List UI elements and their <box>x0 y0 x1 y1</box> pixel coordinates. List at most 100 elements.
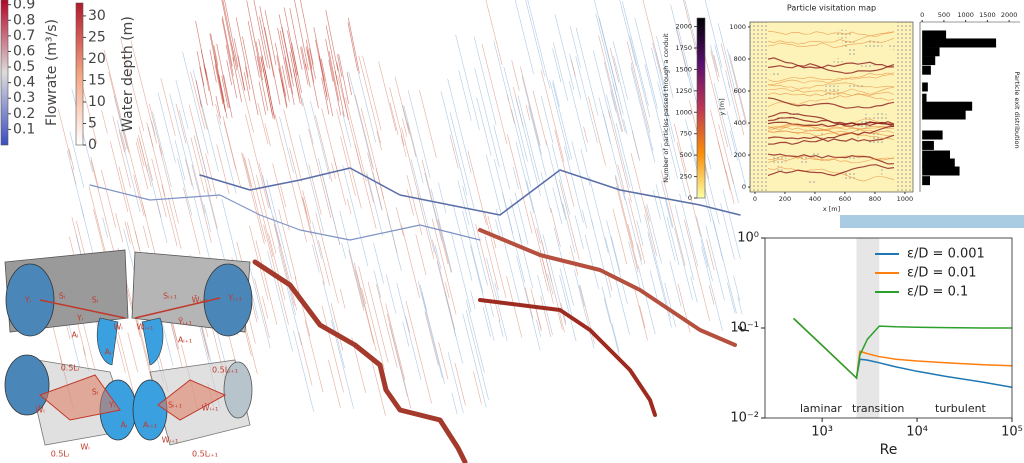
network-stem <box>553 42 569 102</box>
network-stem <box>728 82 739 121</box>
x-tick-label: 10⁴ <box>906 425 928 440</box>
map-streak <box>767 125 895 145</box>
network-stem <box>511 109 532 189</box>
bar <box>922 56 936 66</box>
colorbar: 0.10.20.30.40.50.60.70.80.9 Flowrate (m³/… <box>0 0 60 146</box>
network-stem <box>683 0 701 67</box>
network-stem <box>660 170 686 266</box>
diagram-label: 0.5Lᵢ₊₁ <box>212 366 238 375</box>
network-stem <box>258 81 267 115</box>
diagram-label: Sᵢ₊₁ <box>163 292 177 301</box>
diagram-label: W̄ᵢ₊₁ <box>192 294 209 304</box>
network-stem <box>405 316 410 333</box>
network-stem <box>431 218 457 315</box>
network-stem <box>674 227 693 301</box>
map-island <box>801 126 819 130</box>
network-stem <box>328 51 340 102</box>
network-stem <box>733 275 741 302</box>
map-streak <box>767 153 895 165</box>
network-stem <box>628 241 642 293</box>
network-path <box>89 184 481 241</box>
network-stem <box>160 316 174 366</box>
network-stem <box>610 90 617 112</box>
x-tick-label: 0 <box>920 11 924 19</box>
map-streak <box>767 124 895 137</box>
network-stem <box>457 180 470 226</box>
network-stem <box>444 292 464 364</box>
network-stem <box>337 54 343 78</box>
annotation: laminar <box>800 402 842 415</box>
network-stem <box>108 72 130 153</box>
colorbar-label: Water depth (m) <box>120 16 136 132</box>
network-stem <box>515 141 535 214</box>
network-stem <box>289 148 312 236</box>
network-stem <box>255 240 278 325</box>
network-stem <box>305 39 313 70</box>
network-stem <box>708 284 715 305</box>
network-stem <box>559 268 573 316</box>
network-stem <box>652 42 668 103</box>
network-stem <box>371 360 386 416</box>
diagram-label: Wᵢ₊₁ <box>162 436 179 445</box>
legend-label: ε/D = 0.001 <box>907 247 985 262</box>
network-stem <box>403 105 424 184</box>
map-island <box>771 154 787 166</box>
network-stem <box>257 102 269 144</box>
network-stem <box>705 225 725 301</box>
network-stem <box>218 75 228 119</box>
network-stem <box>710 109 727 175</box>
network-stem <box>304 320 324 393</box>
network-stem <box>454 362 466 406</box>
network-stem <box>138 134 148 172</box>
network-stem <box>617 164 626 195</box>
network-stem <box>588 96 606 166</box>
network-stem <box>647 232 672 328</box>
colorbar-tick-label: 15 <box>88 72 106 88</box>
network-stem <box>552 48 562 83</box>
network-stem <box>109 141 129 212</box>
bar <box>922 101 973 111</box>
network-stem <box>722 189 741 260</box>
map-island <box>859 63 875 68</box>
network-stem <box>161 184 178 247</box>
network-stem <box>289 51 301 104</box>
network-stem <box>615 174 620 192</box>
diagram-label: 0.5Lᵢ <box>61 364 80 373</box>
network-stem <box>532 90 547 146</box>
series-line <box>793 317 1012 380</box>
network-stem <box>118 129 125 153</box>
network-stem <box>415 234 427 276</box>
network-stem <box>366 174 374 203</box>
map-island <box>788 110 799 122</box>
network-stem <box>354 95 375 170</box>
network-stem <box>503 66 528 162</box>
network-stem <box>221 75 229 109</box>
network-stem <box>101 109 108 134</box>
network-stem <box>118 332 137 403</box>
legend-label: ε/D = 0.01 <box>907 266 977 281</box>
network-stem <box>726 48 746 122</box>
network-stem <box>520 66 541 146</box>
network-stem <box>235 17 249 78</box>
map-streak <box>767 82 895 90</box>
map-streak <box>767 127 895 134</box>
network-stem <box>373 242 384 284</box>
map-island <box>862 113 871 124</box>
network-stem <box>696 216 713 282</box>
network-stem <box>536 227 541 244</box>
network-stem <box>530 288 542 332</box>
network-stem <box>167 197 182 249</box>
diagram-label: Yᵢ <box>108 401 115 410</box>
network-stem <box>376 284 398 368</box>
colorbar-tick-label: 30 <box>88 8 106 24</box>
network-stem <box>524 287 534 319</box>
network-stem <box>309 48 316 79</box>
network-stem <box>254 278 270 339</box>
network-stem <box>663 62 674 99</box>
network-stem <box>221 16 233 67</box>
map-streak <box>767 166 895 182</box>
network-stem <box>614 176 639 269</box>
network-stem <box>242 152 252 187</box>
network-stem <box>280 185 287 208</box>
network-stem <box>312 244 320 273</box>
